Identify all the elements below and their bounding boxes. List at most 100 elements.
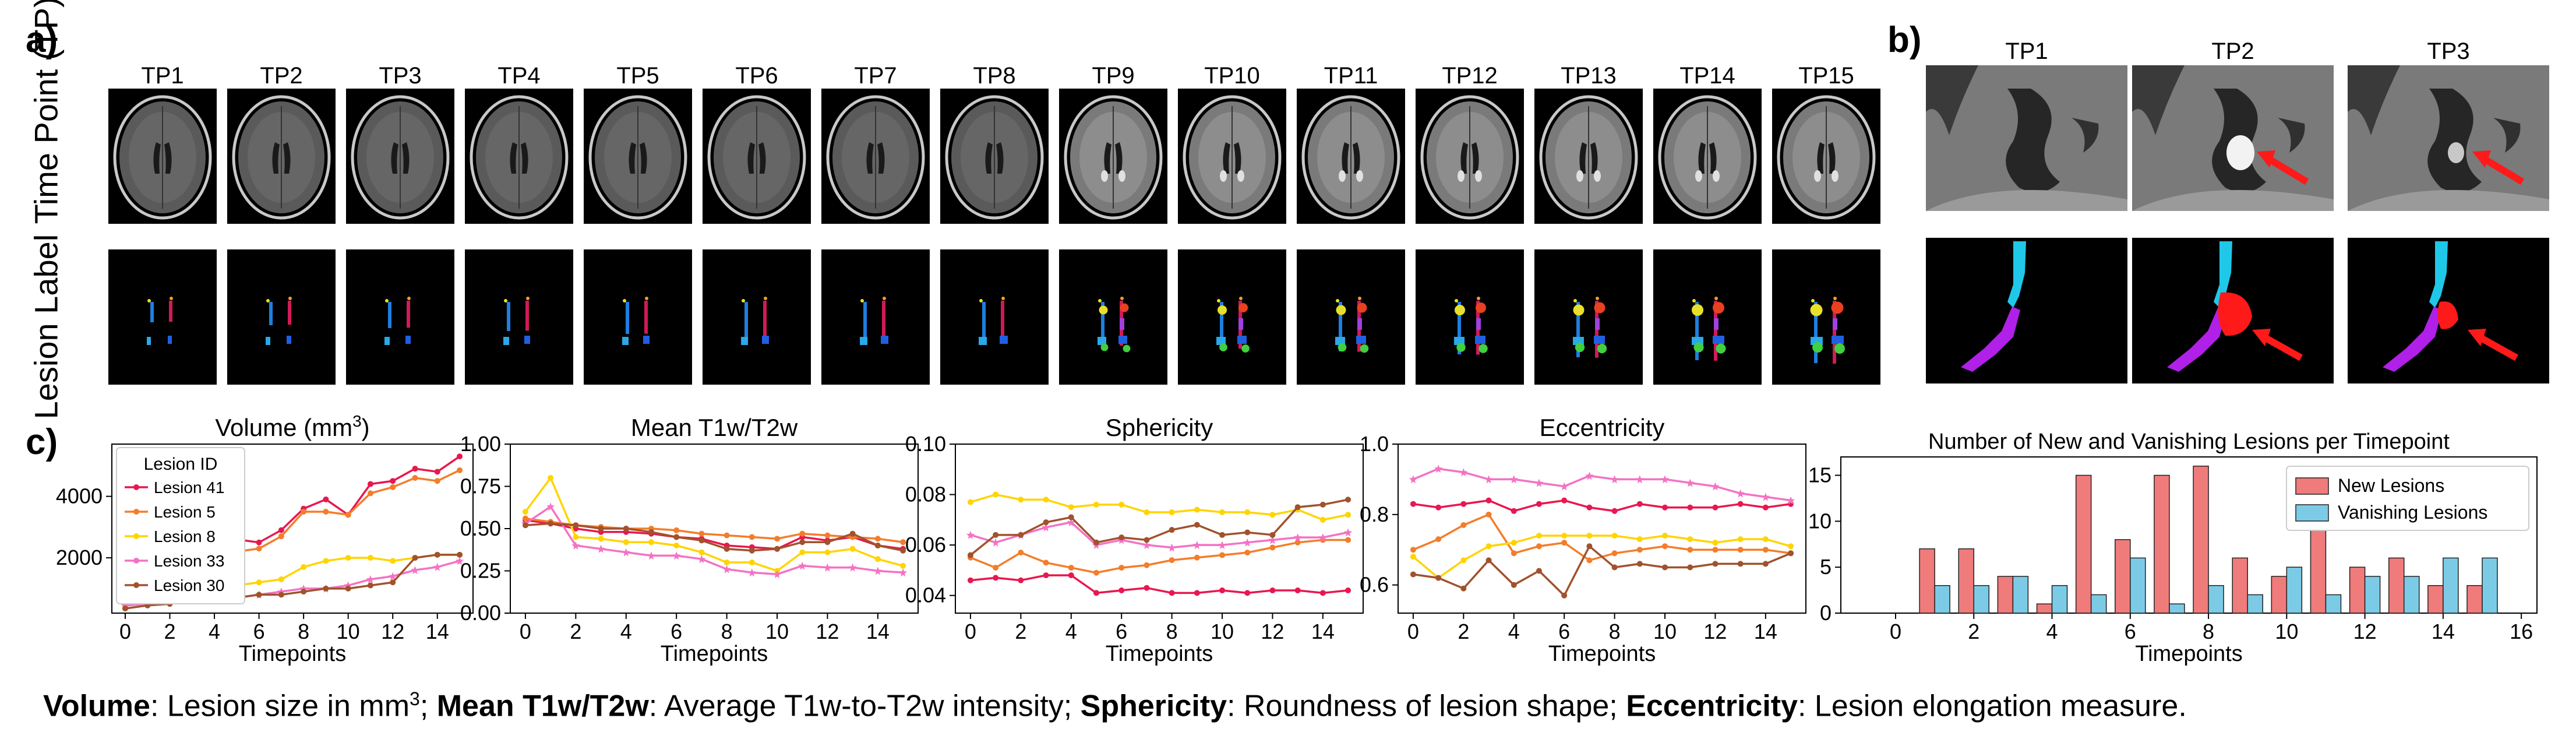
data-point — [799, 530, 806, 537]
data-point — [1611, 508, 1618, 514]
x-tick-label: 2 — [1015, 620, 1026, 643]
caption-sep: ; — [419, 689, 437, 723]
bar — [1973, 585, 1990, 614]
x-tick-label: 0 — [1890, 620, 1901, 643]
data-point — [1294, 539, 1301, 546]
x-axis-label: Timepoints — [661, 642, 768, 666]
data-point — [1169, 509, 1175, 515]
data-point — [1484, 475, 1493, 484]
y-tick-label: 10 — [1808, 509, 1832, 533]
x-tick-label: 0 — [1407, 620, 1419, 643]
data-point — [799, 539, 806, 546]
data-point — [434, 469, 440, 475]
data-point — [1561, 592, 1568, 599]
x-tick-label: 14 — [866, 620, 890, 643]
data-point — [1409, 475, 1417, 484]
data-point — [1118, 565, 1125, 571]
data-point — [345, 512, 351, 518]
x-tick-label: 8 — [298, 620, 309, 643]
data-point — [724, 546, 730, 552]
data-point — [1712, 504, 1718, 511]
data-point — [278, 576, 284, 582]
chart-4: Number of New and Vanishing Lesions per … — [1808, 430, 2538, 666]
data-point — [1194, 506, 1200, 513]
data-point — [1686, 478, 1695, 487]
y-tick-label: 15 — [1808, 463, 1832, 487]
lesion-label-image — [1297, 249, 1405, 385]
data-point — [724, 532, 730, 539]
panel-a-tp-label: TP4 — [497, 63, 541, 89]
data-point — [1244, 509, 1251, 515]
mri-slice-image — [1178, 89, 1286, 224]
legend-title: Lesion ID — [144, 455, 218, 474]
bar — [2208, 585, 2224, 614]
data-point — [1068, 572, 1074, 579]
data-point — [967, 577, 973, 583]
data-point — [1142, 541, 1151, 550]
mri-slice-image — [1534, 89, 1643, 224]
lesion-label-image — [584, 249, 692, 385]
mri-slice-image — [584, 89, 692, 224]
panel-a-tp-label: TP8 — [973, 63, 1016, 89]
data-point — [1345, 497, 1351, 503]
data-point — [1194, 590, 1200, 596]
data-point — [457, 467, 463, 473]
data-point — [1435, 536, 1442, 543]
data-point — [900, 539, 906, 546]
lesion-label-image — [108, 249, 217, 385]
lesion-label-image — [1653, 249, 1762, 385]
legend-entry: Lesion 5 — [154, 503, 216, 521]
chart-legend: Lesion ID Lesion 41 Lesion 5 Lesion 8 Lesion… — [116, 447, 245, 604]
x-tick-label: 2 — [570, 620, 581, 643]
lesion-label-image — [1059, 249, 1167, 385]
data-point — [1762, 547, 1769, 553]
data-point — [1192, 541, 1201, 550]
data-point — [1435, 575, 1442, 581]
x-tick-label: 12 — [1703, 620, 1727, 643]
x-tick-label: 4 — [620, 620, 632, 643]
mri-slice-image — [346, 89, 454, 224]
lesion-zoom-image — [1926, 238, 2127, 383]
data-point — [1737, 536, 1744, 543]
data-point — [873, 566, 882, 575]
x-tick-label: 8 — [2203, 620, 2214, 643]
lesion-label-image — [1416, 249, 1524, 385]
mri-slice-image — [108, 89, 217, 224]
bar — [2482, 557, 2498, 614]
panel-a-tp-label: TP1 — [141, 63, 184, 89]
data-point — [1435, 504, 1442, 511]
bar — [2443, 557, 2459, 614]
data-point — [1294, 504, 1301, 511]
data-point — [434, 478, 440, 484]
bar — [2271, 576, 2288, 614]
series-line — [1413, 467, 1791, 502]
data-point — [256, 592, 262, 598]
data-point — [673, 534, 680, 540]
bar — [2051, 585, 2068, 614]
lesion-label-image — [1178, 249, 1286, 385]
lesion-zoom-image — [2132, 238, 2334, 383]
mri-zoom-image — [1926, 65, 2127, 211]
panel-b-tp-label: TP1 — [2005, 38, 2048, 64]
data-point — [849, 546, 856, 552]
data-point — [1244, 590, 1251, 596]
mri-slice-image — [1416, 89, 1524, 224]
data-point — [1536, 543, 1542, 550]
data-point — [1268, 536, 1277, 544]
data-point — [1018, 577, 1024, 583]
data-point — [1687, 504, 1693, 511]
chart-title: Sphericity — [1106, 414, 1213, 441]
lesion-label-image — [1534, 249, 1643, 385]
data-point — [522, 509, 528, 515]
bar — [2427, 585, 2444, 614]
data-point — [1219, 552, 1226, 558]
data-point — [1118, 501, 1125, 508]
data-point — [1067, 518, 1075, 527]
data-point — [1093, 501, 1099, 508]
data-point — [433, 562, 442, 571]
data-point — [648, 529, 654, 535]
data-point — [1434, 465, 1443, 473]
x-tick-label: 6 — [1558, 620, 1570, 643]
bar — [2310, 530, 2327, 614]
data-point — [991, 538, 1000, 547]
